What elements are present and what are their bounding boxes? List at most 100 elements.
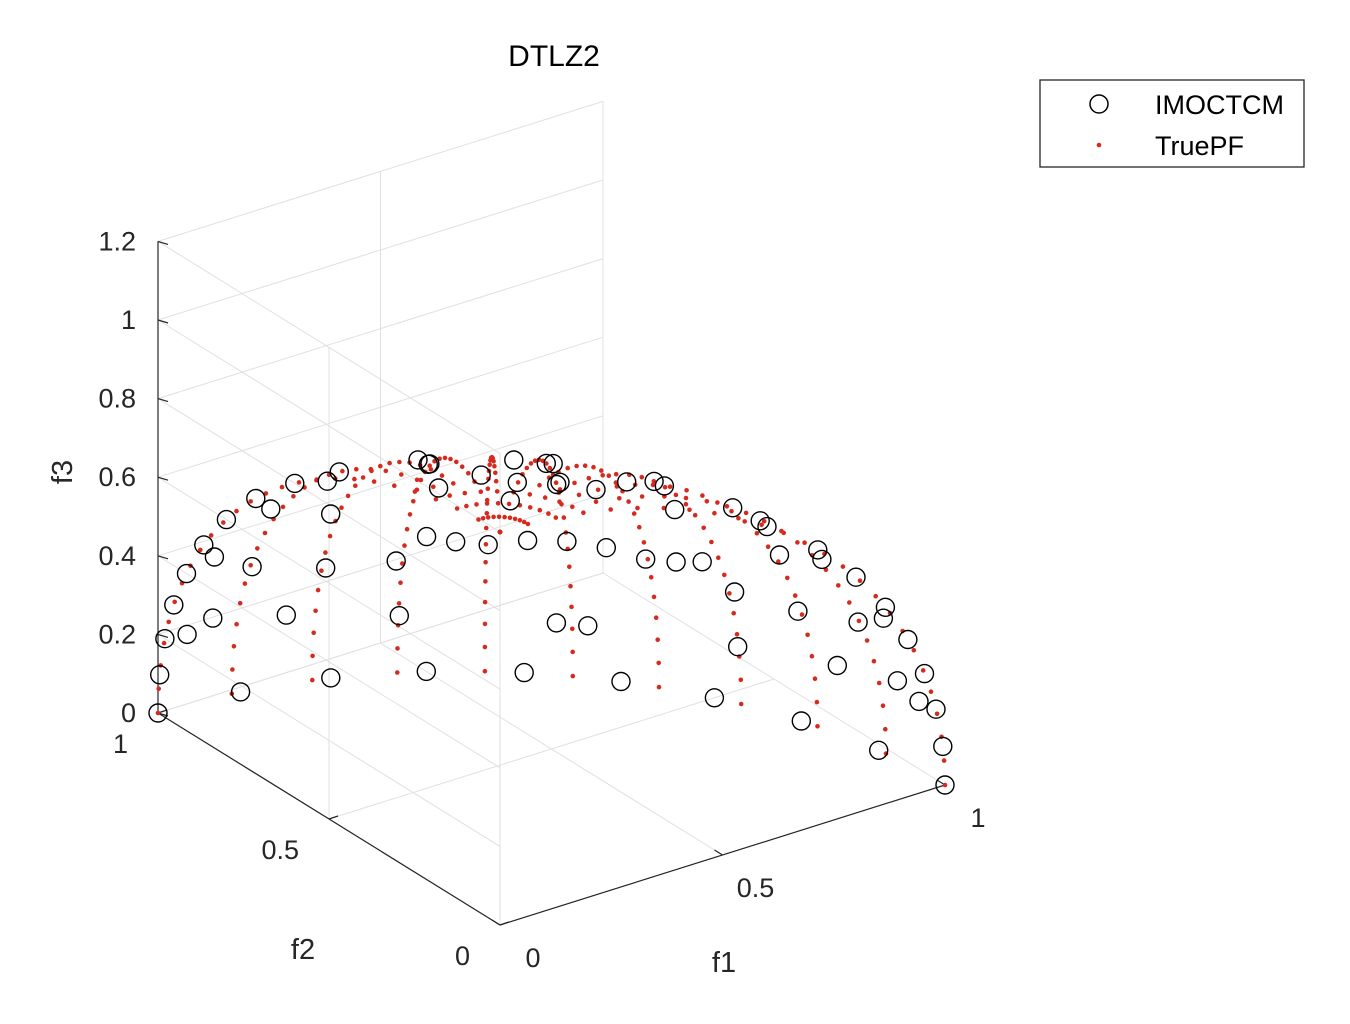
x-tick-label: 0 — [525, 943, 540, 973]
truepf-point — [683, 495, 689, 501]
truepf-series — [155, 454, 948, 788]
truepf-point — [568, 583, 573, 589]
truepf-point — [397, 459, 402, 465]
imoctcm-point — [933, 736, 953, 757]
truepf-point — [400, 561, 405, 566]
imoctcm-point — [617, 472, 637, 492]
truepf-point — [478, 489, 484, 495]
truepf-point — [581, 510, 586, 515]
truepf-point — [527, 505, 533, 510]
imoctcm-point — [546, 613, 567, 633]
truepf-point — [942, 782, 948, 788]
truepf-point — [776, 559, 781, 564]
truepf-point — [311, 630, 317, 636]
imoctcm-point — [420, 454, 440, 474]
imoctcm-point — [723, 498, 743, 518]
truepf-point — [279, 484, 285, 490]
truepf-point — [319, 568, 324, 573]
truepf-point — [656, 660, 661, 666]
truepf-point — [606, 473, 612, 479]
truepf-point — [345, 493, 351, 499]
truepf-point — [484, 501, 490, 506]
imoctcm-point — [321, 504, 341, 524]
truepf-point — [570, 673, 576, 679]
truepf-point — [715, 500, 720, 505]
truepf-point — [492, 463, 497, 469]
truepf-point — [761, 518, 767, 524]
truepf-point — [368, 466, 374, 472]
grid-line-f3 — [157, 258, 604, 400]
imoctcm-point — [155, 629, 175, 649]
truepf-point — [802, 540, 807, 545]
truepf-point — [482, 644, 488, 650]
truepf-point — [392, 483, 397, 489]
truepf-point — [547, 465, 553, 471]
truepf-point — [484, 525, 489, 531]
imoctcm-point — [416, 661, 436, 682]
axes — [157, 240, 946, 926]
imoctcm-point — [148, 703, 168, 723]
truepf-point — [480, 516, 486, 521]
truepf-point — [506, 501, 512, 507]
truepf-point — [687, 507, 692, 513]
truepf-point — [466, 470, 471, 476]
truepf-point — [700, 493, 705, 498]
y-tick-label: 0.5 — [261, 835, 299, 865]
imoctcm-point — [665, 499, 685, 520]
truepf-point — [476, 517, 481, 522]
truepf-point — [494, 489, 500, 494]
imoctcm-point — [586, 479, 606, 500]
z-tick-label: 1 — [121, 305, 136, 335]
truepf-point — [809, 653, 815, 659]
truepf-point — [411, 499, 416, 504]
imoctcm-point — [321, 668, 341, 688]
truepf-point — [704, 499, 710, 504]
truepf-point — [570, 649, 575, 655]
truepf-point — [323, 550, 328, 555]
truepf-point — [353, 483, 358, 489]
truepf-point — [248, 563, 253, 568]
z-tick-label: 0.6 — [98, 462, 136, 492]
truepf-point — [722, 572, 727, 578]
truepf-point — [701, 525, 706, 531]
truepf-point — [166, 619, 171, 625]
truepf-point — [155, 710, 161, 716]
truepf-point — [439, 473, 445, 478]
truepf-point — [815, 724, 820, 729]
legend-truepf-marker — [1096, 142, 1102, 148]
truepf-point — [172, 599, 177, 605]
truepf-point — [928, 689, 934, 694]
truepf-point — [383, 468, 389, 474]
truepf-point — [553, 515, 559, 520]
imoctcm-point — [478, 535, 498, 555]
z-tick-mark — [157, 555, 169, 560]
truepf-point — [448, 456, 453, 462]
truepf-point — [414, 477, 420, 483]
imoctcm-point — [611, 671, 631, 692]
imoctcm-point — [887, 671, 908, 691]
imoctcm-point — [550, 472, 570, 492]
truepf-point — [561, 515, 567, 520]
truepf-point — [395, 670, 400, 675]
imoctcm-point — [543, 453, 563, 474]
truepf-point — [398, 580, 403, 585]
truepf-point — [412, 489, 418, 494]
truepf-point — [521, 519, 527, 525]
truepf-point — [765, 544, 771, 549]
truepf-point — [485, 486, 491, 492]
truepf-point — [493, 470, 498, 476]
truepf-point — [570, 504, 575, 510]
truepf-point — [656, 684, 662, 690]
truepf-point — [524, 465, 530, 471]
truepf-point — [871, 658, 877, 664]
imoctcm-point — [176, 563, 197, 584]
imoctcm-point — [557, 531, 577, 552]
legend-imoctcm-marker — [1089, 94, 1109, 114]
imoctcm-series — [148, 450, 955, 795]
truepf-point — [515, 480, 521, 485]
imoctcm-point — [769, 545, 790, 565]
truepf-point — [724, 504, 730, 509]
truepf-point — [651, 594, 657, 600]
truepf-point — [497, 529, 503, 535]
z-tick-mark — [157, 398, 169, 403]
